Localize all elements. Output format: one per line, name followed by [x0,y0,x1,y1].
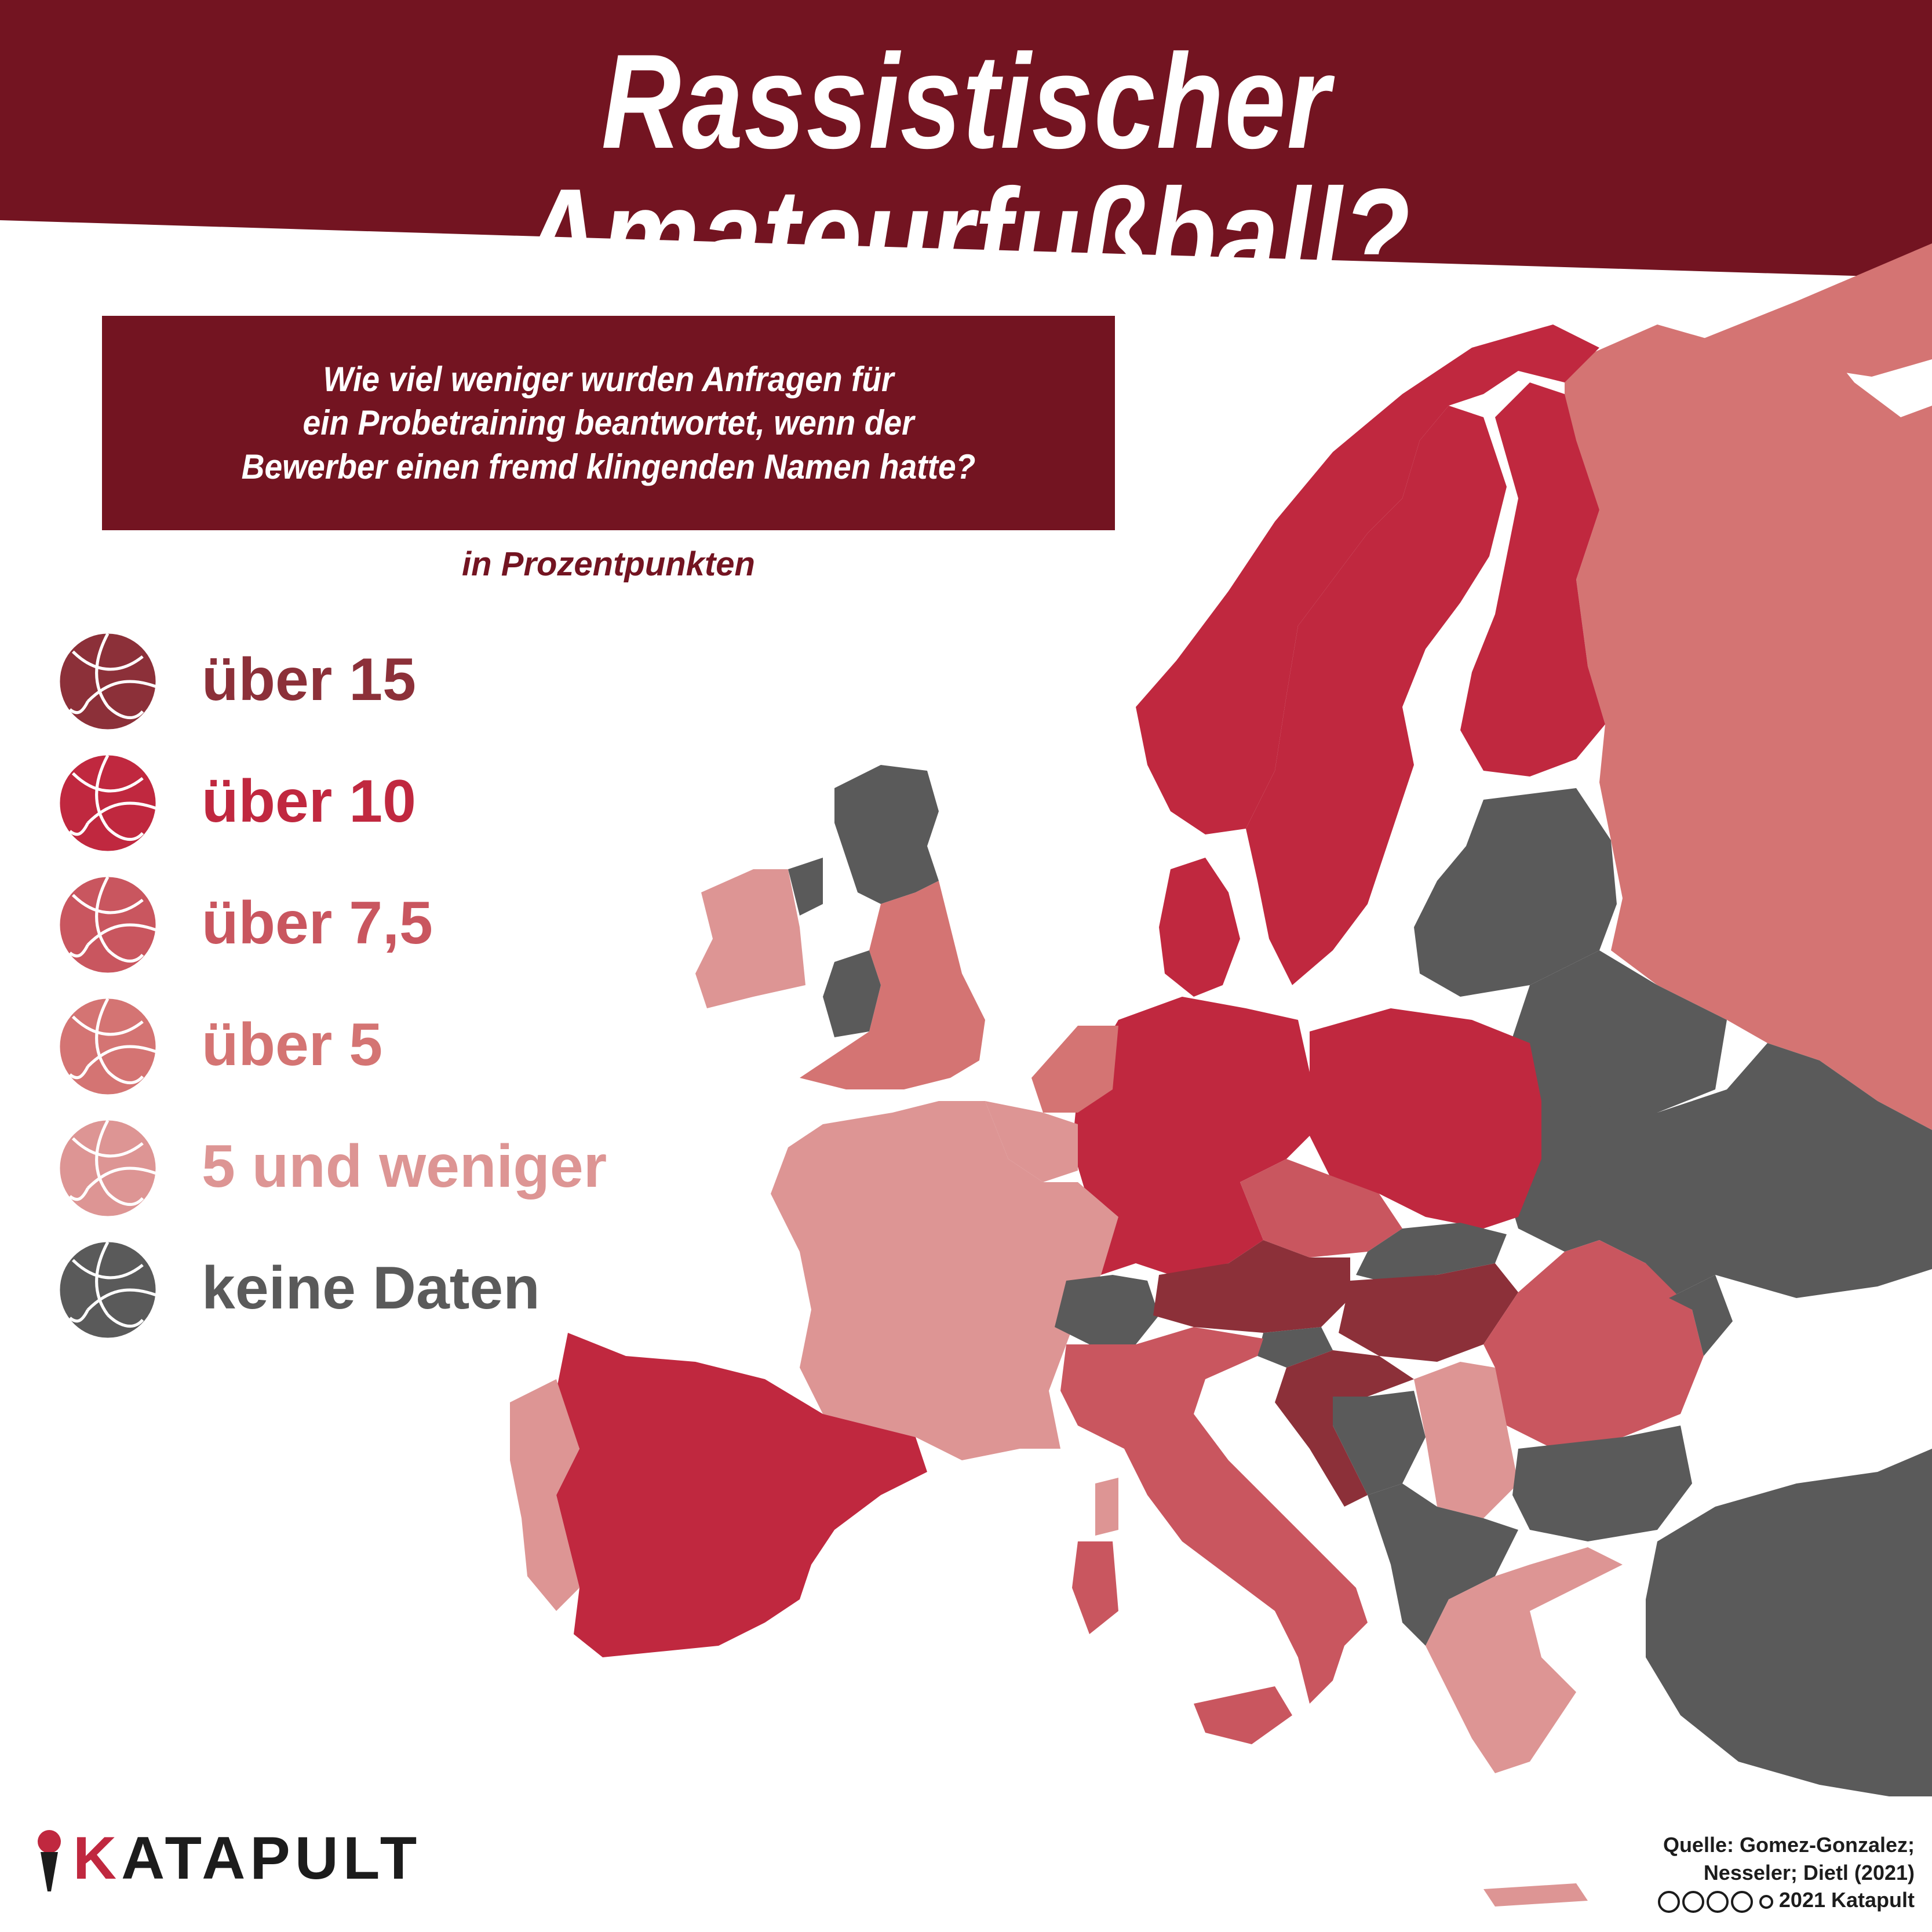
map-region-germany [1072,997,1310,1275]
volleyball-icon [60,633,156,730]
source-line-3: 2021 Katapult [1657,1886,1915,1914]
legend-item: keine Daten [58,1240,695,1344]
legend-item: über 10 [58,753,695,858]
map-region-belarus [1507,950,1727,1113]
map-region-england [800,881,985,1089]
volleyball-icon [60,876,156,973]
map-region-western-balkans [1368,1483,1518,1646]
source-credit: Quelle: Gomez-Gonzalez; Nesseler; Dietl … [1657,1831,1915,1914]
map-region-spain [556,1333,927,1657]
legend-label: über 5 [202,1011,383,1078]
map-region-wales [823,950,881,1037]
legend-item: über 7,5 [58,875,695,979]
volleyball-icon [60,754,156,851]
map-region-sicily [1194,1686,1292,1744]
map-region-bulgaria [1512,1426,1692,1541]
legend-label: keine Daten [202,1255,540,1322]
map-region-ireland [695,869,805,1008]
map-region-italy [1060,1327,1368,1704]
map-region-romania [1483,1240,1704,1449]
map-region-ukraine [1501,1043,1932,1298]
logo-text: KATAPULT [73,1825,421,1891]
map-region-greece [1426,1547,1623,1773]
map-region-finland [1460,382,1605,777]
legend-label: 5 und weniger [202,1133,607,1200]
map-region-portugal [510,1379,579,1611]
map-region-serbia [1414,1362,1518,1518]
source-line-2: Nesseler; Dietl (2021) [1703,1860,1915,1884]
legend-item: über 15 [58,632,695,736]
map-region-france [771,1101,1118,1460]
map-region-slovenia [1257,1327,1333,1368]
map-region-switzerland [1055,1275,1159,1344]
map-region-moldova [1669,1275,1733,1356]
map-region-netherlands [1031,1026,1118,1113]
map-region-bosnia [1333,1391,1426,1495]
title-banner [0,0,1932,278]
map-region-sweden [1246,406,1507,985]
copyright-text: 2021 Katapult [1778,1888,1915,1912]
page-title: Rassistischer Amateurfußball? [520,27,1412,311]
map-region-baltics [1414,788,1617,997]
legend-label: über 7,5 [202,890,433,957]
map-region-austria [1153,1240,1350,1333]
map-region-slovakia [1356,1223,1507,1281]
question-text: Wie viel weniger wurden Anfragen für ein… [241,359,976,486]
volleyball-icon [60,998,156,1095]
legend-label: über 10 [202,768,416,835]
map-region-corsica [1095,1478,1118,1536]
map-region-czechia [1240,1159,1402,1257]
logo-k: K [73,1825,122,1892]
katapult-catapult-icon [38,1830,61,1891]
map-region-denmark [1159,858,1240,997]
source-line-1: Quelle: Gomez-Gonzalez; [1663,1833,1915,1857]
map-region-poland [1310,1008,1541,1229]
map-region-crete [1483,1883,1588,1907]
map-region-norway [1136,325,1599,834]
volleyball-icon [60,1241,156,1338]
question-box: Wie viel weniger wurden Anfragen für ein… [102,316,1115,530]
logo-rest: ATAPULT [121,1825,422,1892]
creative-commons-icons [1657,1890,1773,1913]
map-region-sardinia [1072,1541,1118,1634]
map-region-scotland [834,765,939,904]
katapult-logo: KATAPULT [35,1825,440,1895]
map-region-russia-north [1681,243,1932,377]
map-region-hungary [1339,1263,1518,1362]
legend-label: über 15 [202,646,416,713]
volleyball-icon [60,1120,156,1216]
map-region-croatia [1275,1350,1414,1507]
legend-item: über 5 [58,997,695,1101]
map-region-turkey [1646,1449,1932,1796]
legend-item: 5 und weniger [58,1118,695,1223]
unit-label: in Prozentpunkten [462,545,755,583]
map-region-northern-ireland [788,858,823,916]
map-region-russia [1565,325,1932,1130]
map-region-belgium [985,1101,1078,1182]
